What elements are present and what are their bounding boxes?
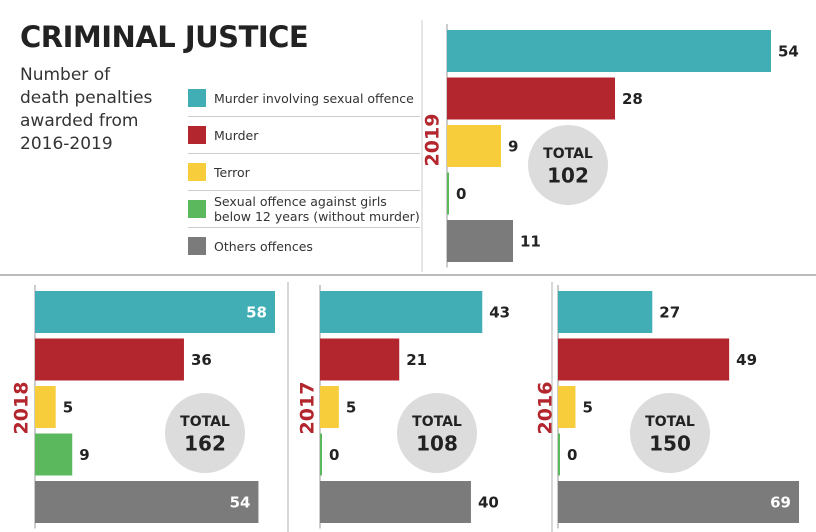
bar	[558, 386, 575, 428]
legend-swatch	[188, 200, 206, 218]
year-label: 2017	[297, 382, 319, 435]
bar	[447, 173, 449, 215]
value-label: 36	[191, 351, 212, 369]
bar	[35, 386, 56, 428]
year-label: 2018	[11, 382, 33, 435]
bar	[35, 434, 72, 476]
value-label: 5	[63, 399, 73, 417]
value-label: 0	[567, 446, 577, 464]
bar	[558, 291, 652, 333]
legend-swatch	[188, 89, 206, 107]
value-label: 5	[582, 399, 592, 417]
total-value: 108	[416, 432, 458, 456]
infographic: 2019TOTAL102542890112018TOTAL16258365954…	[0, 0, 816, 532]
year-label: 2016	[535, 382, 557, 435]
legend-swatch	[188, 163, 206, 181]
bar	[447, 220, 513, 262]
total-label: TOTAL	[543, 146, 593, 162]
legend-item: Murder involving sexual offence	[188, 80, 420, 117]
bar	[35, 339, 184, 381]
bar	[558, 481, 799, 523]
value-label: 9	[79, 446, 89, 464]
value-label: 58	[246, 304, 267, 322]
total-value: 150	[649, 432, 691, 456]
legend-label: Sexual offence against girls below 12 ye…	[214, 194, 420, 224]
total-label: TOTAL	[645, 414, 695, 430]
bar	[320, 386, 339, 428]
legend-item: Terror	[188, 154, 420, 191]
value-label: 9	[508, 138, 518, 156]
legend-label: Murder involving sexual offence	[214, 91, 414, 106]
value-label: 54	[778, 43, 799, 61]
bar	[35, 481, 258, 523]
legend-label: Terror	[214, 165, 250, 180]
bar	[447, 30, 771, 72]
legend-swatch	[188, 126, 206, 144]
total-label: TOTAL	[412, 414, 462, 430]
legend-item: Sexual offence against girls below 12 ye…	[188, 191, 420, 228]
legend-item: Others offences	[188, 228, 420, 264]
bar	[320, 339, 399, 381]
value-label: 0	[329, 446, 339, 464]
bar	[35, 291, 275, 333]
legend-label: Murder	[214, 128, 258, 143]
legend: Murder involving sexual offence Murder Ter…	[188, 80, 420, 264]
year-label: 2019	[422, 114, 444, 167]
legend-label: Others offences	[214, 239, 313, 254]
bar	[320, 434, 322, 476]
bar	[320, 481, 471, 523]
value-label: 5	[346, 399, 356, 417]
bar	[558, 339, 729, 381]
value-label: 0	[456, 185, 466, 203]
value-label: 69	[770, 494, 791, 512]
subtitle: Number of death penalties awarded from 2…	[20, 64, 155, 156]
total-value: 102	[547, 164, 589, 188]
value-label: 11	[520, 233, 541, 251]
value-label: 49	[736, 351, 757, 369]
bar	[558, 434, 560, 476]
total-label: TOTAL	[180, 414, 230, 430]
legend-swatch	[188, 237, 206, 255]
legend-item: Murder	[188, 117, 420, 154]
value-label: 27	[659, 304, 680, 322]
total-value: 162	[184, 432, 226, 456]
title: CRIMINAL JUSTICE	[20, 20, 308, 54]
bar	[447, 78, 615, 120]
value-label: 21	[406, 351, 427, 369]
bar	[320, 291, 482, 333]
value-label: 40	[478, 494, 499, 512]
value-label: 43	[489, 304, 510, 322]
value-label: 28	[622, 90, 643, 108]
value-label: 54	[230, 494, 251, 512]
bar	[447, 125, 501, 167]
